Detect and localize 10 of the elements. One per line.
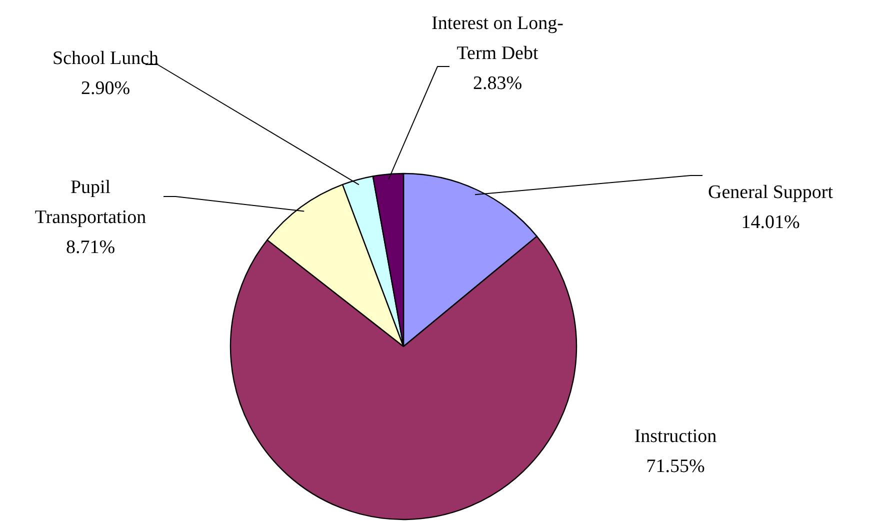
slice-label: Interest on Long-Term Debt [432, 13, 564, 64]
slice-label: School Lunch [52, 48, 160, 69]
slice-label: General Support [708, 182, 834, 203]
data-label: 8.71% [66, 237, 116, 258]
data-label: 2.83% [472, 73, 522, 94]
slice-label: Pupil Transportation [34, 177, 147, 228]
data-label: 14.01% [741, 212, 800, 233]
data-label: 2.90% [80, 78, 130, 99]
data-label: 71.55% [646, 456, 705, 477]
slice-label: Instruction [634, 426, 718, 447]
